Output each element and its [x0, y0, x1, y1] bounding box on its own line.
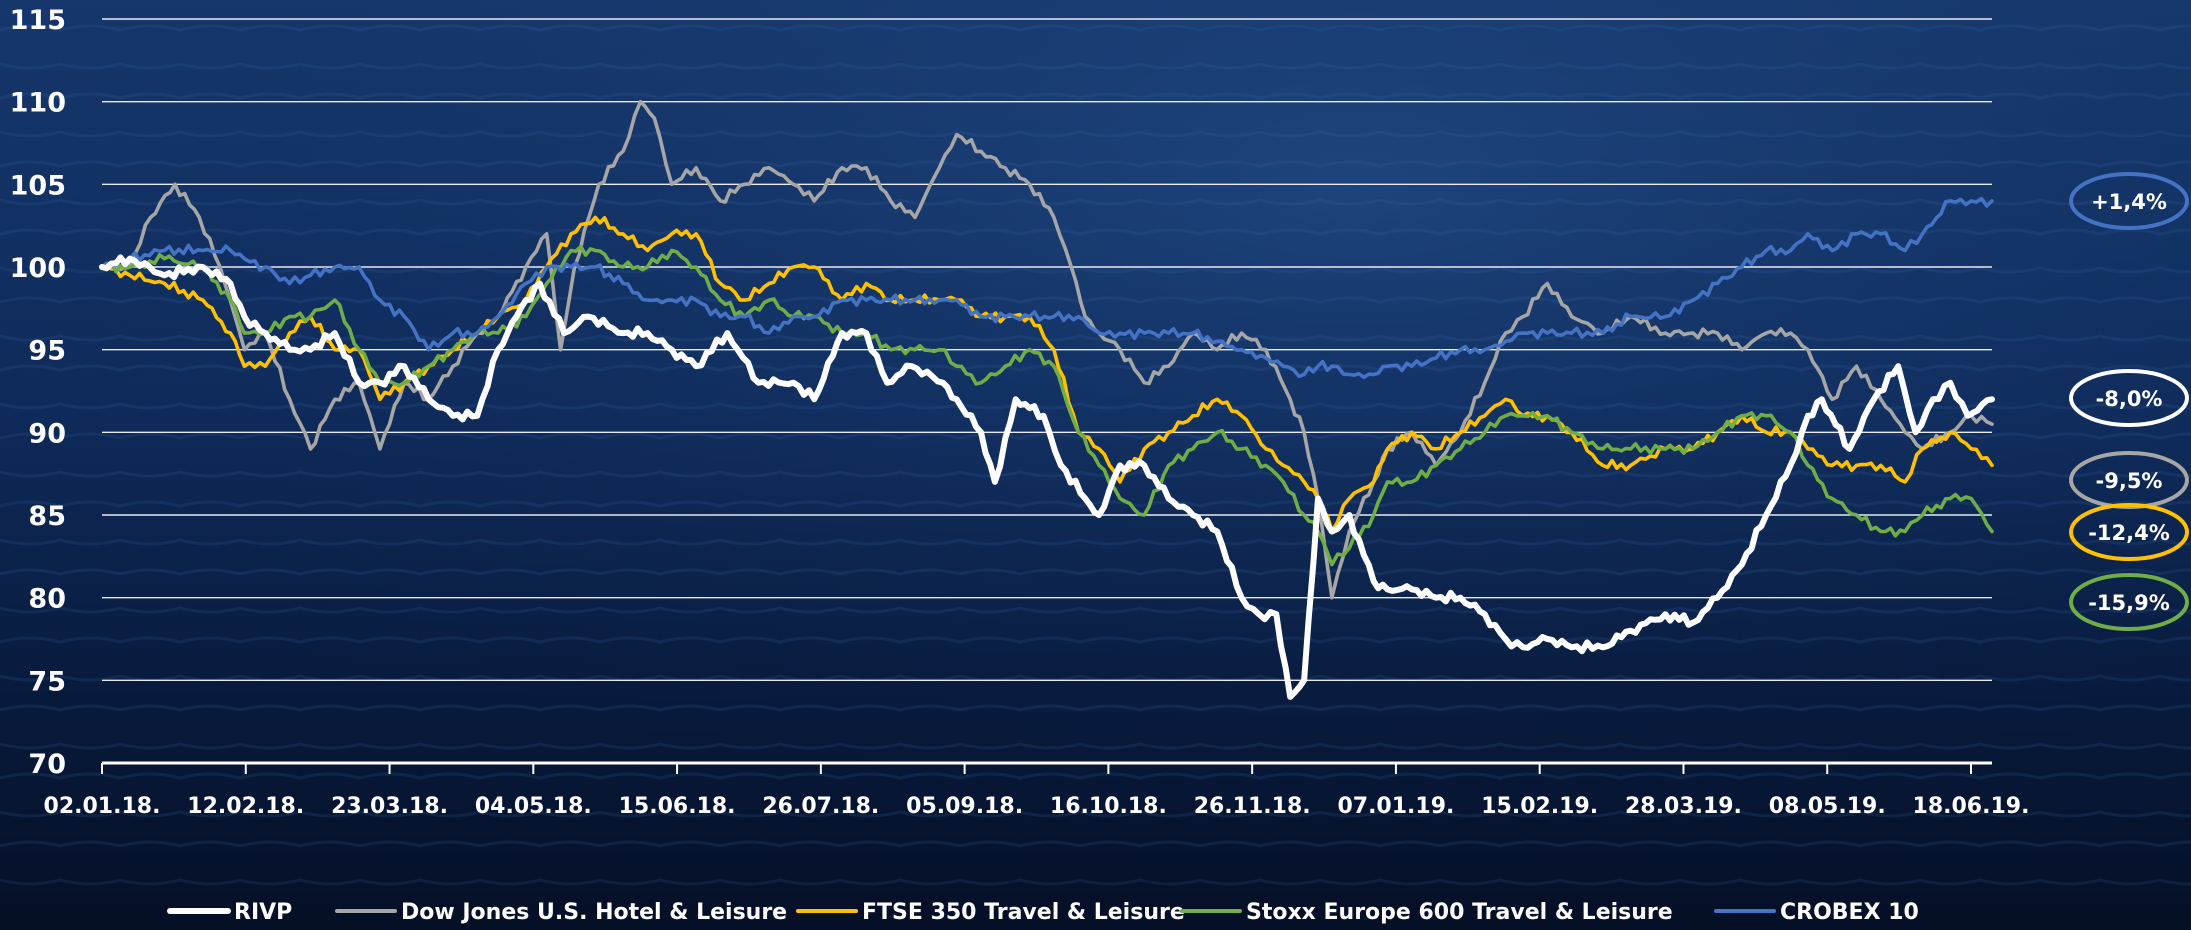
wave-line	[0, 92, 2191, 100]
y-axis-ticks: 70 75 80 85 90 95 100 105 110 115	[10, 5, 66, 780]
change-badge-ftse-350-travel-leisure: -12,4%	[2069, 503, 2189, 561]
series-line-crobex-10	[100, 196, 1994, 380]
badge-label: -15,9%	[2088, 591, 2170, 615]
wave-line	[0, 24, 2191, 32]
wave-line	[0, 840, 2191, 848]
wave-line	[0, 130, 2191, 138]
badge-label: -8,0%	[2096, 387, 2163, 411]
x-axis: 02.01.18. 12.02.18. 23.03.18. 04.05.18. 15.0…	[44, 761, 2030, 819]
wave-line	[0, 636, 2191, 644]
legend-label: FTSE 350 Travel & Leisure	[862, 900, 1185, 925]
legend: RIVP Dow Jones U.S. Hotel & Leisure FTSE 3…	[167, 900, 1919, 925]
wave-line	[0, 568, 2191, 576]
change-badge-dow-jones-u-s-hotel-leisure: -9,5%	[2069, 451, 2189, 509]
series-lines	[99, 99, 1995, 700]
y-tick-label: 75	[28, 666, 66, 697]
series-line-rivp	[99, 254, 1995, 700]
wave-line	[0, 606, 2191, 614]
x-tick-label: 05.09.18.	[906, 794, 1023, 819]
x-tick-label: 26.07.18.	[762, 794, 879, 819]
wave-line	[0, 538, 2191, 546]
y-tick-label: 85	[28, 501, 66, 532]
legend-item-crobex-10: CROBEX 10	[1714, 900, 1919, 925]
badge-label: -9,5%	[2096, 469, 2163, 493]
x-tick-label: 18.06.19.	[1913, 794, 2030, 819]
x-tick-label: 26.11.18.	[1194, 794, 1311, 819]
change-badge-crobex-10: +1,4%	[2069, 172, 2189, 230]
wave-line	[0, 772, 2191, 780]
wave-line	[0, 810, 2191, 818]
legend-label: CROBEX 10	[1780, 900, 1919, 925]
wave-line	[0, 160, 2191, 168]
wave-line	[0, 878, 2191, 886]
badge-label: -12,4%	[2088, 521, 2170, 545]
wave-line	[0, 470, 2191, 478]
legend-label: RIVP	[234, 900, 292, 925]
change-badges: +1,4% -8,0% -9,5% -12,4% -15,9%	[2069, 172, 2189, 631]
badge-outline	[2069, 172, 2189, 230]
wave-line	[0, 296, 2191, 304]
x-tick-label: 16.10.18.	[1050, 794, 1167, 819]
wave-line	[0, 500, 2191, 508]
badge-outline	[2069, 573, 2189, 631]
series-line-stoxx-europe-600-travel-leisure	[100, 244, 1994, 567]
legend-item-ftse-350-travel-leisure: FTSE 350 Travel & Leisure	[796, 900, 1185, 925]
wave-line	[0, 62, 2191, 70]
badge-outline	[2069, 503, 2189, 561]
x-tick-label: 12.02.18.	[187, 794, 304, 819]
legend-item-stoxx-europe-600-travel-leisure: Stoxx Europe 600 Travel & Leisure	[1180, 900, 1673, 925]
legend-item-rivp: RIVP	[167, 900, 292, 925]
x-tick-label: 28.03.19.	[1625, 794, 1742, 819]
badge-label: +1,4%	[2091, 190, 2167, 214]
x-tick-label: 07.01.19.	[1337, 794, 1454, 819]
y-tick-label: 105	[10, 170, 66, 201]
x-tick-label: 04.05.18.	[475, 794, 592, 819]
x-tick-label: 08.05.19.	[1769, 794, 1886, 819]
y-tick-label: 90	[28, 418, 66, 449]
change-badge-stoxx-europe-600-travel-leisure: -15,9%	[2069, 573, 2189, 631]
gridlines	[102, 18, 1992, 682]
y-tick-label: 110	[10, 88, 66, 119]
wave-line	[0, 266, 2191, 274]
y-tick-label: 95	[28, 336, 66, 367]
x-tick-label: 02.01.18.	[44, 794, 161, 819]
legend-label: Stoxx Europe 600 Travel & Leisure	[1246, 900, 1673, 925]
badge-outline	[2069, 369, 2189, 427]
wave-line	[0, 704, 2191, 712]
y-tick-label: 100	[10, 253, 66, 284]
y-tick-label: 80	[28, 584, 66, 615]
wave-line	[0, 198, 2191, 206]
background-waves	[0, 24, 2191, 886]
change-badge-rivp: -8,0%	[2069, 369, 2189, 427]
legend-item-dow-jones-u-s-hotel-leisure: Dow Jones U.S. Hotel & Leisure	[335, 900, 787, 925]
y-tick-label: 115	[10, 5, 66, 36]
x-tick-label: 15.02.19.	[1481, 794, 1598, 819]
x-tick-label: 15.06.18.	[619, 794, 736, 819]
x-tick-label: 23.03.18.	[331, 794, 448, 819]
wave-line	[0, 742, 2191, 750]
y-tick-label: 70	[28, 749, 66, 780]
legend-label: Dow Jones U.S. Hotel & Leisure	[401, 900, 787, 925]
